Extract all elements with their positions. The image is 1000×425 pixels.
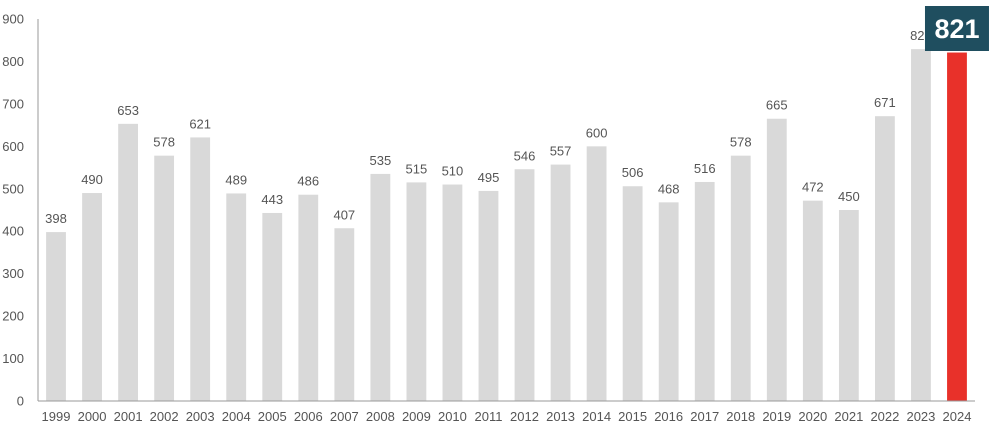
x-tick-label: 2024 — [943, 409, 972, 424]
bar-2008 — [370, 173, 391, 401]
data-label: 515 — [406, 161, 428, 176]
data-labels-group: 398 490 653 578 621 489 443 486 407 535 515 510 495 5… — [45, 28, 932, 226]
bar-2022 — [874, 116, 895, 401]
y-tick-label: 400 — [2, 224, 24, 239]
bar-2023 — [911, 49, 931, 401]
data-label: 450 — [838, 189, 860, 204]
x-tick-label: 2003 — [186, 409, 215, 424]
bar-2015 — [622, 186, 643, 401]
x-tick-label: 2000 — [78, 409, 107, 424]
x-tick-label: 2016 — [654, 409, 683, 424]
x-tick-label: 2011 — [474, 409, 502, 424]
data-label: 443 — [261, 192, 283, 207]
callout-box — [924, 6, 989, 51]
bar-1999 — [46, 232, 66, 401]
data-label: 578 — [153, 135, 175, 150]
data-label: 495 — [478, 170, 500, 185]
data-label: 516 — [694, 161, 716, 176]
data-label: 671 — [874, 95, 896, 110]
bar-2018 — [730, 155, 751, 401]
bar-2011 — [478, 190, 499, 401]
data-label: 600 — [586, 125, 608, 140]
y-tick-label: 900 — [2, 12, 24, 27]
x-tick-label: 2018 — [726, 409, 755, 424]
bar-2005 — [262, 212, 283, 401]
callout-value-label: 821 — [934, 14, 979, 44]
bar-2002 — [154, 155, 175, 401]
bar-highlight-2024 — [947, 52, 967, 401]
bar-2010 — [442, 184, 463, 401]
y-tick-label: 0 — [17, 394, 24, 409]
x-tick-label: 2005 — [258, 409, 287, 424]
highlight-callout: 821 — [924, 6, 989, 51]
y-tick-label: 600 — [2, 139, 24, 154]
x-tick-label: 2002 — [150, 409, 179, 424]
y-tick-label: 300 — [2, 266, 24, 281]
data-label: 578 — [730, 135, 752, 150]
x-axis: 1999 2000 2001 2002 2003 2004 2005 2006 2007 2008… — [38, 400, 975, 424]
x-tick-label: 2004 — [222, 409, 251, 424]
x-tick-label: 2012 — [510, 409, 539, 424]
bar-2009 — [406, 182, 427, 401]
data-label: 557 — [550, 144, 572, 159]
x-tick-label: 2019 — [762, 409, 791, 424]
bar-2012 — [514, 169, 535, 401]
bar-2007 — [334, 228, 355, 401]
x-tick-label: 2010 — [438, 409, 467, 424]
y-tick-label: 100 — [2, 351, 24, 366]
bar-2014 — [586, 146, 607, 401]
data-label: 535 — [370, 153, 392, 168]
y-tick-label: 800 — [2, 54, 24, 69]
bar-2016 — [658, 202, 679, 401]
data-label: 621 — [189, 116, 211, 131]
x-tick-label: 2008 — [366, 409, 395, 424]
bar-2013 — [550, 164, 571, 401]
x-tick-label: 2015 — [618, 409, 647, 424]
bar-2001 — [118, 123, 139, 402]
x-tick-label: 1999 — [42, 409, 71, 424]
data-label: 490 — [81, 172, 103, 187]
y-axis: 0 100 200 300 400 500 600 700 800 900 — [2, 12, 39, 409]
x-tick-label: 2020 — [798, 409, 827, 424]
bar-2020 — [802, 200, 823, 401]
y-tick-label: 500 — [2, 181, 24, 196]
bar-2003 — [190, 137, 211, 402]
bar-2017 — [694, 181, 715, 401]
bar-2021 — [838, 210, 859, 401]
x-tick-label: 2023 — [906, 409, 935, 424]
data-label: 489 — [225, 172, 247, 187]
bar-2019 — [766, 118, 787, 401]
data-label: 398 — [45, 211, 67, 226]
data-label: 486 — [297, 174, 319, 189]
bar-2006 — [298, 194, 319, 401]
data-label: 472 — [802, 180, 824, 195]
x-tick-label: 2013 — [546, 409, 575, 424]
data-label: 546 — [514, 148, 536, 163]
y-tick-label: 700 — [2, 96, 24, 111]
bar-2000 — [82, 193, 102, 401]
data-label: 468 — [658, 181, 680, 196]
x-tick-label: 2022 — [870, 409, 899, 424]
x-tick-label: 2009 — [402, 409, 431, 424]
bars-group — [46, 49, 967, 402]
x-tick-label: 2014 — [582, 409, 611, 424]
bar-2004 — [226, 193, 247, 401]
x-tick-label: 2007 — [330, 409, 359, 424]
data-label: 510 — [442, 164, 464, 179]
x-tick-label: 2017 — [690, 409, 719, 424]
y-tick-label: 200 — [2, 309, 24, 324]
x-tick-label: 2021 — [834, 409, 863, 424]
x-tick-label: 2006 — [294, 409, 323, 424]
data-label: 506 — [622, 165, 644, 180]
data-label: 665 — [766, 98, 788, 113]
x-tick-label: 2001 — [114, 409, 143, 424]
data-label: 407 — [333, 207, 355, 222]
data-label: 653 — [117, 103, 139, 118]
